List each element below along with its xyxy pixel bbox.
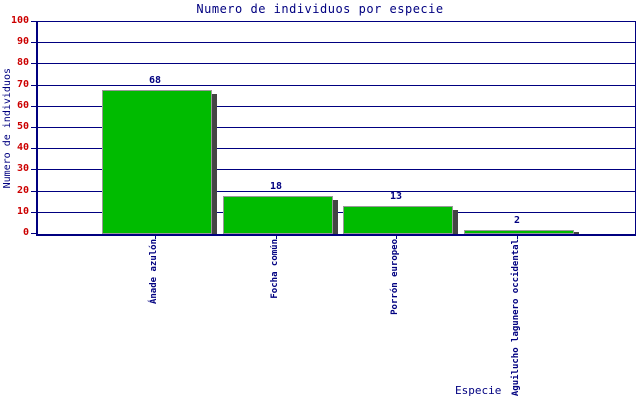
- y-axis-tick: [31, 21, 36, 22]
- bar-value-label: 18: [269, 181, 283, 192]
- gridline: [38, 127, 635, 128]
- bar-shadow: [212, 94, 217, 234]
- bar-shadow: [333, 200, 338, 234]
- x-axis-tick: [276, 235, 277, 239]
- category-label: Aguilucho lagunero occidental: [511, 239, 521, 397]
- y-axis-tick: [31, 148, 36, 149]
- y-tick-label: 50: [16, 121, 29, 132]
- y-tick-label: 0: [22, 227, 29, 238]
- category-label: Ánade azulón: [149, 239, 159, 305]
- y-tick-label: 80: [16, 57, 29, 68]
- plot-area: [36, 21, 636, 236]
- x-axis-tick: [517, 235, 518, 239]
- bar-shadow: [453, 210, 458, 234]
- y-axis-tick: [31, 212, 36, 213]
- bar: [464, 230, 574, 234]
- y-axis-tick: [31, 127, 36, 128]
- bar-value-label: 13: [389, 191, 403, 202]
- chart-title: Numero de individuos por especie: [196, 2, 444, 16]
- y-tick-label: 20: [16, 185, 29, 196]
- y-tick-label: 90: [16, 36, 29, 47]
- y-tick-label: 60: [16, 100, 29, 111]
- y-tick-label: 10: [16, 206, 29, 217]
- x-axis-tick: [155, 235, 156, 239]
- bar-value-label: 2: [513, 215, 521, 226]
- y-axis-tick: [31, 169, 36, 170]
- y-axis-tick: [31, 233, 36, 234]
- bar: [223, 196, 333, 234]
- bar-value-label: 68: [148, 75, 162, 86]
- category-label: Focha común: [270, 239, 280, 299]
- y-tick-label: 100: [10, 15, 29, 26]
- y-axis-tick: [31, 63, 36, 64]
- category-label: Porrón europeo: [390, 239, 400, 315]
- gridline: [38, 148, 635, 149]
- y-tick-label: 30: [16, 163, 29, 174]
- x-axis-tick: [396, 235, 397, 239]
- bar-shadow: [574, 232, 579, 234]
- gridline: [38, 63, 635, 64]
- y-axis-tick: [31, 106, 36, 107]
- gridline: [38, 106, 635, 107]
- y-tick-label: 70: [16, 79, 29, 90]
- y-tick-label: 40: [16, 142, 29, 153]
- gridline: [38, 42, 635, 43]
- y-axis-tick: [31, 191, 36, 192]
- bar: [343, 206, 453, 234]
- bar: [102, 90, 212, 234]
- y-axis-tick: [31, 42, 36, 43]
- gridline: [38, 191, 635, 192]
- y-axis-tick: [31, 85, 36, 86]
- gridline: [38, 169, 635, 170]
- x-axis-title: Especie: [455, 384, 502, 397]
- gridline: [38, 85, 635, 86]
